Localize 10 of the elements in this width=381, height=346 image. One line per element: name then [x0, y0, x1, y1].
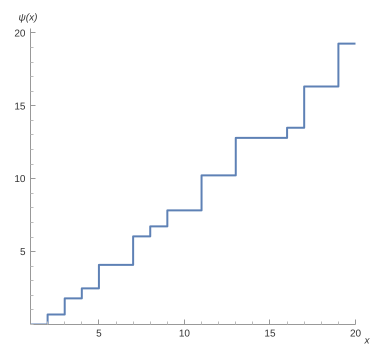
y-tick-label: 20: [14, 28, 26, 40]
y-tick-label: 15: [14, 101, 26, 112]
y-axis-title: ψ(x): [18, 12, 38, 24]
y-tick-label: 10: [14, 174, 26, 186]
x-tick-label: 20: [350, 328, 362, 340]
x-tick-label: 5: [96, 328, 102, 340]
x-axis-title: x: [364, 336, 370, 346]
x-tick-label: 15: [264, 328, 276, 340]
y-tick-label: 5: [20, 247, 26, 258]
x-tick-label: 10: [178, 328, 190, 340]
